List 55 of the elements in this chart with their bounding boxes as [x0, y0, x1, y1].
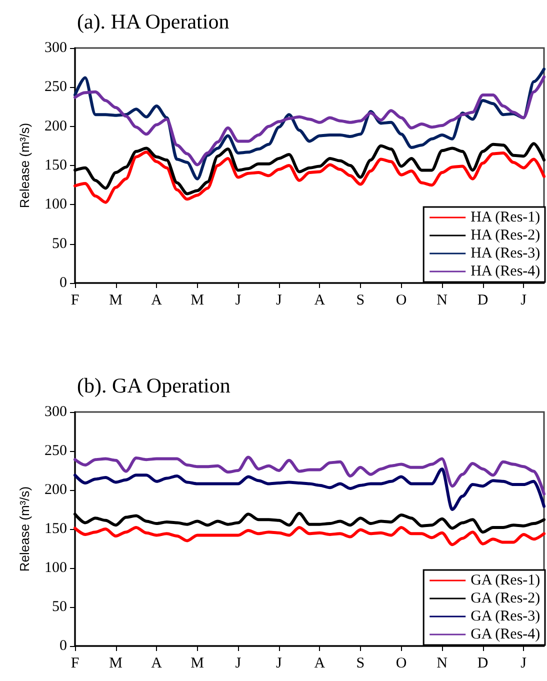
y-tick-label: 250	[44, 79, 67, 96]
y-tick-label: 250	[44, 443, 67, 459]
x-tick-label: S	[356, 656, 365, 672]
legend-label: HA (Res-4)	[470, 264, 540, 280]
legend-label: GA (Res-1)	[470, 572, 540, 588]
y-tick-label: 50	[52, 599, 67, 615]
y-tick-label: 0	[60, 275, 67, 291]
x-tick-label: D	[477, 292, 488, 308]
x-tick-label: J	[520, 292, 527, 308]
legend-label: GA (Res-4)	[470, 626, 540, 642]
x-tick-label: A	[314, 292, 326, 308]
chart-title: (a). HA Operation	[77, 10, 230, 34]
line-series	[74, 467, 546, 511]
y-tick-label: 150	[44, 521, 67, 537]
x-tick-label: J	[276, 656, 282, 672]
y-tick-label: 300	[44, 404, 67, 420]
legend-label: HA (Res-3)	[470, 246, 540, 262]
line-series	[74, 526, 546, 546]
x-tick-label: M	[190, 656, 204, 672]
x-tick-label: M	[190, 292, 204, 308]
x-tick-label: J	[235, 292, 242, 308]
y-tick-label: 200	[44, 118, 67, 134]
y-axis-title: Release (m³/s)	[17, 122, 32, 208]
x-tick-label: O	[396, 292, 407, 308]
y-tick-label: 100	[44, 196, 67, 213]
x-tick-label: A	[151, 656, 162, 672]
x-tick-label: A	[314, 656, 326, 672]
x-tick-label: M	[109, 656, 122, 672]
y-tick-label: 50	[52, 236, 67, 252]
legend-label: GA (Res-3)	[470, 608, 540, 624]
y-tick-label: 100	[44, 560, 67, 576]
x-tick-label: N	[436, 292, 448, 308]
x-tick-label: S	[356, 292, 365, 308]
y-axis-title: Release (m³/s)	[17, 486, 32, 572]
legend-label: HA (Res-1)	[470, 210, 540, 226]
y-tick-label: 0	[60, 638, 67, 654]
x-tick-label: D	[477, 656, 488, 672]
chart-title: (b). GA Operation	[77, 374, 231, 398]
y-tick-label: 300	[44, 40, 67, 56]
line-series	[74, 456, 546, 496]
line-series	[74, 150, 546, 204]
line-series	[74, 75, 546, 166]
x-tick-label: J	[520, 656, 527, 672]
x-tick-label: F	[70, 656, 80, 672]
x-tick-label: N	[436, 656, 448, 672]
x-tick-label: M	[109, 292, 122, 308]
y-tick-label: 150	[44, 158, 67, 174]
x-tick-label: J	[235, 656, 242, 672]
x-tick-label: J	[276, 292, 282, 308]
x-tick-label: O	[396, 656, 407, 672]
x-tick-label: A	[151, 292, 162, 308]
legend-label: HA (Res-2)	[470, 228, 540, 244]
y-tick-label: 200	[44, 482, 67, 498]
legend-label: GA (Res-2)	[470, 590, 540, 606]
x-tick-label: F	[70, 292, 80, 308]
